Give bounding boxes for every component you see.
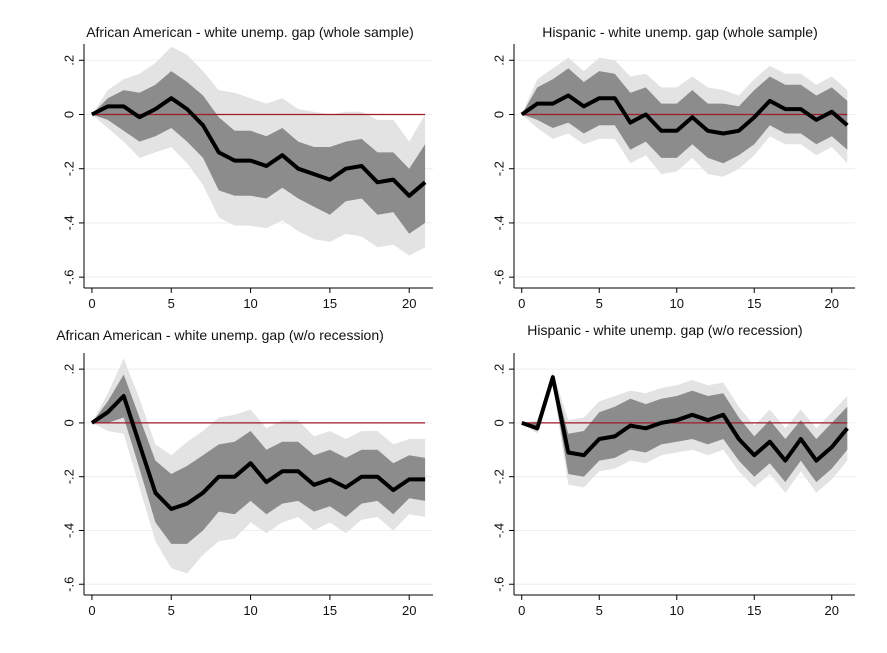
chart-panel-aa-norec: African American - white unemp. gap (w/o…: [0, 325, 443, 653]
y-tick-label: 0: [491, 111, 506, 118]
y-tick-label: -.2: [61, 161, 76, 176]
confidence-band-inner: [91, 374, 426, 544]
y-tick-label: 0: [491, 419, 506, 426]
x-tick-label: 20: [825, 603, 839, 618]
chart-hisp-whole: Hispanic - white unemp. gap (whole sampl…: [491, 24, 855, 311]
x-tick-label: 5: [168, 603, 175, 618]
confidence-band-inner: [91, 71, 426, 234]
x-tick-label: 10: [243, 603, 257, 618]
x-tick-label: 15: [323, 296, 337, 311]
chart-aa-norec: African American - white unemp. gap (w/o…: [56, 327, 433, 618]
y-tick-label: -.6: [61, 577, 76, 592]
chart-title: Hispanic - white unemp. gap (whole sampl…: [542, 24, 817, 40]
y-tick-label: -.2: [491, 161, 506, 176]
y-tick-label: -.2: [61, 469, 76, 484]
x-tick-label: 5: [596, 296, 603, 311]
x-tick-label: 0: [88, 603, 95, 618]
x-tick-label: 15: [747, 296, 761, 311]
x-tick-label: 10: [670, 603, 684, 618]
x-tick-label: 10: [670, 296, 684, 311]
y-tick-label: -.6: [491, 270, 506, 285]
chart-panel-hisp-whole: Hispanic - white unemp. gap (whole sampl…: [443, 0, 887, 325]
y-tick-label: 0: [61, 419, 76, 426]
x-tick-label: 20: [402, 296, 416, 311]
x-tick-label: 20: [825, 296, 839, 311]
chart-panel-hisp-norec: Hispanic - white unemp. gap (w/o recessi…: [443, 325, 887, 653]
chart-title: African American - white unemp. gap (who…: [86, 24, 414, 40]
chart-title: African American - white unemp. gap (w/o…: [56, 327, 384, 343]
y-tick-label: .2: [491, 55, 506, 66]
chart-title: Hispanic - white unemp. gap (w/o recessi…: [527, 325, 802, 338]
confidence-band-inner: [521, 68, 848, 164]
x-tick-label: 10: [243, 296, 257, 311]
x-tick-label: 15: [323, 603, 337, 618]
x-tick-label: 0: [518, 603, 525, 618]
y-tick-label: -.2: [491, 469, 506, 484]
y-tick-label: -.4: [61, 523, 76, 538]
y-tick-label: -.6: [491, 577, 506, 592]
x-tick-label: 20: [402, 603, 416, 618]
irf-line: [90, 394, 426, 511]
irf-line: [520, 93, 849, 136]
chart-aa-whole: African American - white unemp. gap (who…: [61, 24, 433, 311]
y-tick-label: .2: [61, 364, 76, 375]
x-tick-label: 5: [596, 603, 603, 618]
y-tick-label: -.4: [491, 215, 506, 230]
x-tick-label: 5: [168, 296, 175, 311]
irf-line: [90, 96, 427, 198]
y-tick-label: -.4: [491, 523, 506, 538]
irf-line: [521, 375, 849, 463]
y-tick-label: -.4: [61, 215, 76, 230]
y-tick-label: .2: [491, 364, 506, 375]
x-tick-label: 15: [747, 603, 761, 618]
y-tick-label: .2: [61, 55, 76, 66]
y-tick-label: 0: [61, 111, 76, 118]
confidence-band-inner: [521, 374, 848, 483]
chart-hisp-norec: Hispanic - white unemp. gap (w/o recessi…: [491, 325, 855, 618]
chart-panel-aa-whole: African American - white unemp. gap (who…: [0, 0, 443, 325]
x-tick-label: 0: [518, 296, 525, 311]
x-tick-label: 0: [88, 296, 95, 311]
y-tick-label: -.6: [61, 270, 76, 285]
